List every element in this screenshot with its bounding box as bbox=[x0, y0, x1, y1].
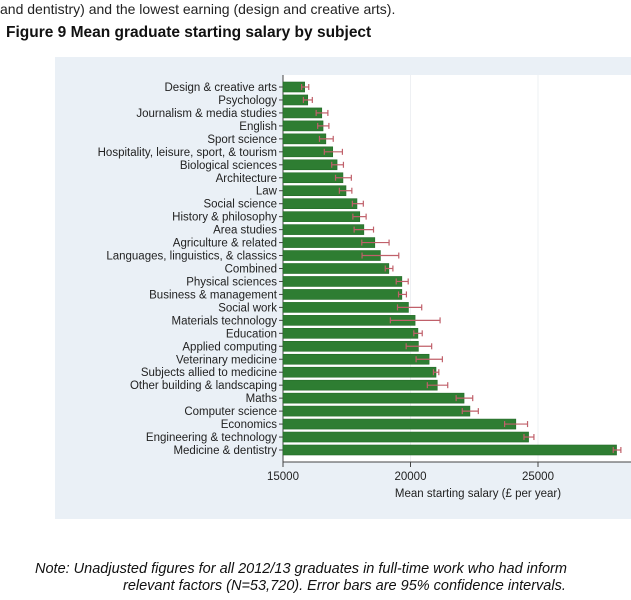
bar bbox=[282, 328, 419, 339]
category-label: Social science bbox=[203, 199, 277, 211]
note-line-1: Note: Unadjusted figures for all 2012/13… bbox=[35, 561, 567, 577]
category-label: Medicine & dentistry bbox=[173, 445, 277, 457]
bar bbox=[282, 444, 617, 456]
category-label: Psychology bbox=[218, 95, 277, 107]
category-label: Languages, linguistics, & classics bbox=[106, 251, 277, 263]
category-label: Physical sciences bbox=[186, 276, 277, 288]
category-label: Law bbox=[256, 186, 278, 198]
x-tick-label: 20000 bbox=[395, 471, 427, 483]
bar bbox=[282, 392, 465, 404]
bar bbox=[282, 159, 338, 171]
bar bbox=[282, 289, 403, 300]
category-label: Journalism & media studies bbox=[136, 108, 277, 120]
bar bbox=[282, 276, 403, 287]
bar bbox=[282, 405, 471, 417]
category-label: Area studies bbox=[213, 225, 277, 237]
x-tick-label: 15000 bbox=[267, 471, 299, 483]
category-label: Biological sciences bbox=[180, 160, 277, 172]
bar bbox=[282, 224, 365, 235]
category-label: Sport science bbox=[207, 134, 277, 146]
bar bbox=[282, 302, 409, 313]
bar bbox=[282, 237, 376, 248]
category-label: Combined bbox=[225, 264, 277, 276]
category-label: Hospitality, leisure, sport, & tourism bbox=[98, 147, 277, 159]
bar bbox=[282, 185, 347, 197]
bar bbox=[282, 172, 344, 184]
category-label: Economics bbox=[221, 419, 277, 431]
category-label: Education bbox=[226, 328, 277, 340]
bar bbox=[282, 211, 361, 222]
category-label: History & philosophy bbox=[172, 212, 277, 224]
category-label: Computer science bbox=[184, 406, 277, 418]
bar-chart: 15000 20000 25000 Mean starting salary (£ p… bbox=[98, 75, 631, 500]
bar bbox=[282, 120, 324, 132]
bar bbox=[282, 366, 437, 378]
category-label: Veterinary medicine bbox=[176, 354, 277, 366]
bar bbox=[282, 379, 438, 391]
x-axis-title: Mean starting salary (£ per year) bbox=[395, 488, 561, 500]
bar bbox=[282, 353, 430, 365]
category-label: Applied computing bbox=[182, 341, 277, 353]
category-label: Subjects allied to medicine bbox=[141, 367, 277, 379]
category-label: Social work bbox=[218, 302, 277, 314]
category-label: Other building & landscaping bbox=[130, 380, 277, 392]
note-line-2: relevant factors (N=53,720). Error bars … bbox=[123, 578, 566, 594]
category-label: Materials technology bbox=[172, 315, 278, 327]
figure-note: Note: Unadjusted figures for all 2012/13… bbox=[0, 561, 631, 594]
bar bbox=[282, 431, 529, 443]
category-label: Engineering & technology bbox=[146, 432, 277, 444]
category-label: English bbox=[239, 121, 277, 133]
bar bbox=[282, 340, 419, 352]
intro-text: and dentistry) and the lowest earning (d… bbox=[0, 1, 396, 17]
category-label: Design & creative arts bbox=[165, 82, 278, 94]
bar bbox=[282, 263, 390, 274]
category-label: Agriculture & related bbox=[173, 238, 277, 250]
bar bbox=[282, 418, 517, 430]
bar bbox=[282, 198, 358, 209]
category-label: Architecture bbox=[216, 173, 277, 185]
category-label: Business & management bbox=[149, 289, 278, 301]
figure-title: Figure 9 Mean graduate starting salary b… bbox=[6, 24, 372, 41]
category-label: Maths bbox=[246, 393, 278, 405]
x-tick-label: 25000 bbox=[522, 471, 554, 483]
